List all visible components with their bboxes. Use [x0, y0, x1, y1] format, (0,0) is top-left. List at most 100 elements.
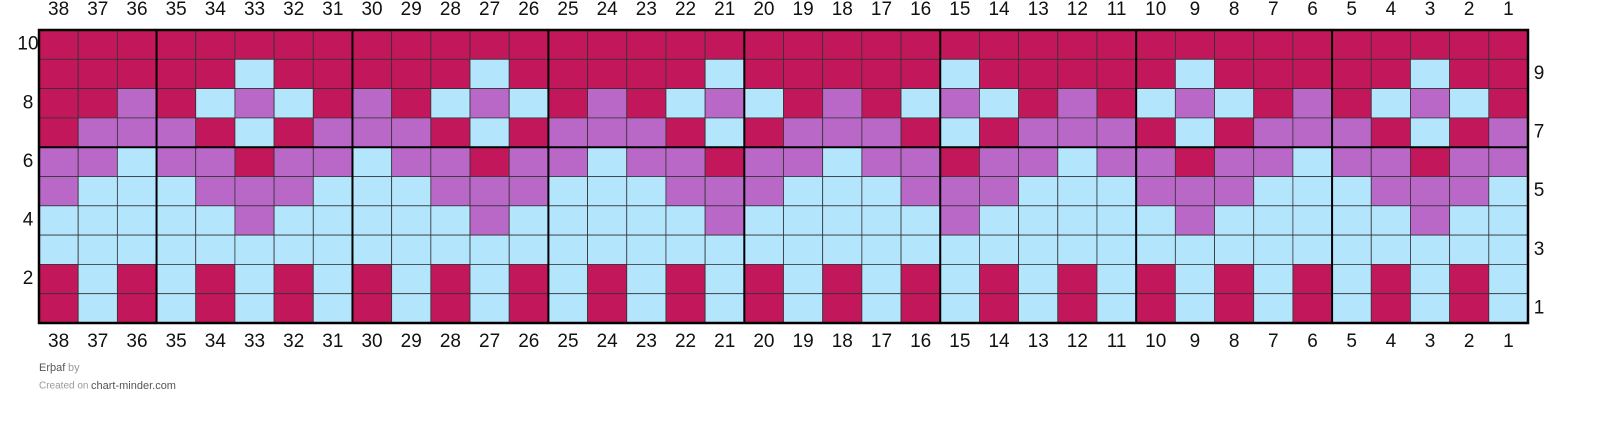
stitch-cell	[1096, 205, 1137, 236]
stitch-cell	[900, 293, 941, 324]
stitch-cell	[38, 146, 79, 177]
column-label-bottom: 7	[1268, 331, 1279, 352]
footer-site: chart-minder.com	[91, 380, 176, 392]
stitch-cell	[665, 117, 706, 148]
column-label-top: 26	[518, 0, 539, 20]
stitch-cell	[469, 234, 510, 265]
stitch-cell	[352, 234, 393, 265]
stitch-cell	[352, 117, 393, 148]
stitch-cell	[587, 176, 628, 207]
stitch-cell	[861, 58, 902, 89]
stitch-cell	[508, 205, 549, 236]
stitch-cell	[195, 58, 236, 89]
stitch-cell	[900, 176, 941, 207]
stitch-cell	[822, 205, 863, 236]
stitch-cell	[312, 205, 353, 236]
stitch-cell	[1174, 117, 1215, 148]
column-label-bottom: 33	[244, 331, 265, 352]
stitch-cell	[156, 58, 197, 89]
stitch-cell	[547, 176, 588, 207]
stitch-cell	[1331, 234, 1372, 265]
stitch-cell	[979, 29, 1020, 60]
stitch-cell	[665, 263, 706, 295]
stitch-cell	[1057, 293, 1098, 324]
stitch-cell	[391, 146, 432, 177]
stitch-cell	[508, 29, 549, 60]
column-label-bottom: 11	[1107, 331, 1127, 352]
stitch-cell	[1410, 234, 1451, 265]
stitch-cell	[1174, 205, 1215, 236]
stitch-cell	[234, 234, 275, 265]
stitch-cell	[1018, 205, 1059, 236]
stitch-cell	[273, 58, 314, 89]
column-label-top: 11	[1107, 0, 1127, 20]
stitch-cell	[234, 117, 275, 148]
stitch-cell	[900, 29, 941, 60]
stitch-cell	[822, 117, 863, 148]
stitch-cell	[665, 234, 706, 265]
stitch-cell	[1253, 263, 1294, 295]
stitch-cell	[979, 117, 1020, 148]
column-label-top: 21	[714, 0, 735, 20]
stitch-cell	[508, 234, 549, 265]
column-label-top: 6	[1307, 0, 1318, 20]
column-label-top: 9	[1190, 0, 1201, 20]
stitch-cell	[1057, 117, 1098, 148]
stitch-cell	[156, 88, 197, 119]
column-label-bottom: 5	[1346, 331, 1357, 352]
stitch-cell	[783, 176, 824, 207]
column-label-bottom: 34	[205, 331, 227, 352]
stitch-cell	[1214, 293, 1255, 324]
column-label-top: 13	[1028, 0, 1049, 20]
stitch-cell	[704, 117, 745, 148]
stitch-cell	[547, 205, 588, 236]
stitch-cell	[704, 176, 745, 207]
stitch-cell	[1370, 176, 1411, 207]
stitch-cell	[1488, 146, 1529, 177]
stitch-cell	[508, 117, 549, 148]
stitch-cell	[743, 146, 784, 177]
stitch-cell	[743, 234, 784, 265]
stitch-cell	[1057, 146, 1098, 177]
column-label-bottom: 15	[949, 331, 970, 352]
stitch-cell	[861, 117, 902, 148]
stitch-cell	[77, 29, 118, 60]
stitch-cell	[979, 205, 1020, 236]
row-label: 2	[23, 268, 34, 289]
stitch-cell	[77, 293, 118, 324]
stitch-cell	[587, 29, 628, 60]
stitch-cell	[273, 88, 314, 119]
column-label-bottom: 12	[1067, 331, 1088, 352]
stitch-cell	[1214, 263, 1255, 295]
stitch-cell	[391, 29, 432, 60]
column-label-bottom: 18	[832, 331, 853, 352]
stitch-cell	[1370, 205, 1411, 236]
stitch-cell	[508, 263, 549, 295]
stitch-cell	[116, 29, 157, 60]
stitch-cell	[626, 29, 667, 60]
stitch-cell	[1214, 146, 1255, 177]
stitch-cell	[1018, 58, 1059, 89]
stitch-cell	[1370, 58, 1411, 89]
stitch-cell	[939, 176, 980, 207]
column-label-top: 5	[1346, 0, 1357, 20]
stitch-cell	[234, 58, 275, 89]
stitch-cell	[1449, 205, 1490, 236]
stitch-cell	[783, 263, 824, 295]
column-label-top: 23	[636, 0, 657, 20]
column-label-bottom: 37	[87, 331, 108, 352]
stitch-cell	[783, 205, 824, 236]
stitch-cell	[1292, 88, 1333, 119]
stitch-cell	[1135, 234, 1176, 265]
column-label-top: 30	[361, 0, 382, 20]
stitch-cell	[1057, 176, 1098, 207]
stitch-cell	[587, 293, 628, 324]
stitch-cell	[1253, 205, 1294, 236]
stitch-cell	[116, 293, 157, 324]
stitch-cell	[587, 146, 628, 177]
stitch-cell	[783, 29, 824, 60]
stitch-cell	[1488, 205, 1529, 236]
stitch-cell	[861, 293, 902, 324]
stitch-cell	[1253, 88, 1294, 119]
